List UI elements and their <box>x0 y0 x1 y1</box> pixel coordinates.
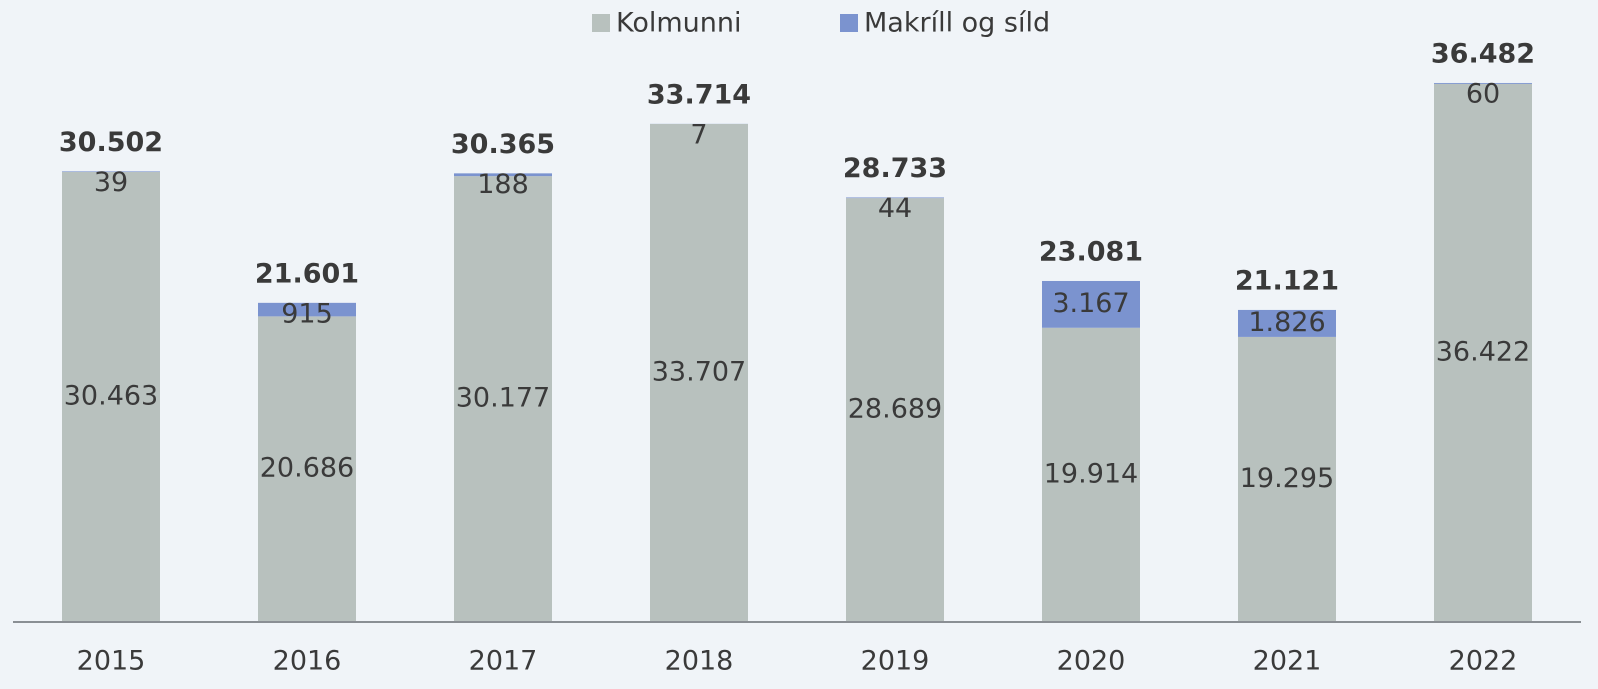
bar-segment <box>650 123 748 623</box>
value-label: 33.707 <box>652 356 746 387</box>
value-label: 30.177 <box>456 383 550 414</box>
bar-segment <box>1238 336 1336 622</box>
value-label: 44 <box>878 193 912 224</box>
legend-swatch <box>592 14 610 32</box>
value-label: 30.463 <box>64 380 158 411</box>
bar-segment <box>62 171 160 622</box>
bar-segment <box>846 198 944 622</box>
value-label: 19.914 <box>1044 458 1138 489</box>
bar-segment <box>454 173 552 177</box>
bar-segment <box>1238 309 1336 337</box>
total-label: 36.482 <box>1431 38 1535 69</box>
total-label: 21.121 <box>1235 265 1339 296</box>
total-label: 21.601 <box>255 258 359 289</box>
value-label: 7 <box>690 119 707 150</box>
x-tick-label: 2019 <box>861 646 930 677</box>
value-label: 1.826 <box>1248 307 1325 338</box>
bar-segment <box>1434 83 1532 623</box>
x-tick-label: 2015 <box>77 646 146 677</box>
legend-label: Kolmunni <box>616 8 742 39</box>
value-label: 60 <box>1466 78 1500 109</box>
x-tick-label: 2017 <box>469 646 538 677</box>
bar-segment <box>1042 280 1140 328</box>
x-tick-label: 2021 <box>1253 646 1322 677</box>
x-tick-label: 2022 <box>1449 646 1518 677</box>
x-tick-label: 2016 <box>273 646 342 677</box>
bar-segment <box>1434 82 1532 84</box>
total-label: 30.365 <box>451 129 555 160</box>
bar-segment <box>846 197 944 199</box>
value-label: 36.422 <box>1436 336 1530 367</box>
bar-segment <box>62 171 160 172</box>
total-label: 28.733 <box>843 153 947 184</box>
x-tick-label: 2018 <box>665 646 734 677</box>
value-label: 915 <box>281 298 333 329</box>
value-label: 28.689 <box>848 394 942 425</box>
bar-segment <box>1042 327 1140 622</box>
bar-segment <box>258 302 356 317</box>
value-label: 39 <box>94 167 128 198</box>
legend-swatch <box>840 14 858 32</box>
x-tick-label: 2020 <box>1057 646 1126 677</box>
total-label: 23.081 <box>1039 236 1143 267</box>
total-label: 30.502 <box>59 127 163 158</box>
value-label: 188 <box>477 169 529 200</box>
value-label: 20.686 <box>260 453 354 484</box>
total-label: 33.714 <box>647 79 751 110</box>
bar-segment <box>454 176 552 622</box>
legend-label: Makríll og síld <box>864 8 1050 39</box>
value-label: 19.295 <box>1240 463 1334 494</box>
value-label: 3.167 <box>1052 288 1129 319</box>
bar-segment <box>258 316 356 622</box>
